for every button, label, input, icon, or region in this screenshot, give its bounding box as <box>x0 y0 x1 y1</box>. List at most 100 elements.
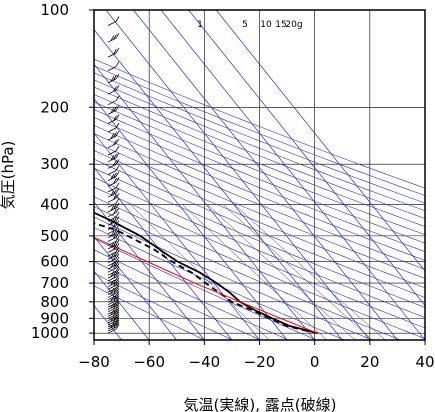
wind-barb <box>107 282 120 293</box>
x-axis-ticks: −80 −60 −40 −20 0 20 40 <box>78 340 435 371</box>
wind-barb <box>107 297 120 308</box>
dry-adiabat-line <box>94 94 425 227</box>
isotherm-line <box>188 10 425 307</box>
isotherm-line <box>94 167 233 340</box>
wind-barb <box>107 177 120 187</box>
wind-barb <box>107 16 120 26</box>
mixing-ratio-label: 10 <box>260 20 272 30</box>
y-tick-label: 300 <box>40 155 69 173</box>
wind-barb <box>107 246 120 257</box>
wind-barb <box>107 285 120 296</box>
wind-barb <box>107 232 120 242</box>
wind-barb <box>107 193 120 203</box>
wind-barb <box>107 138 120 149</box>
wind-barb <box>107 152 120 163</box>
temperature-profile-line <box>94 211 318 335</box>
wind-barb <box>107 207 120 218</box>
dry-adiabat-line <box>94 86 425 219</box>
dry-adiabat-line <box>94 177 425 318</box>
y-tick-label: 400 <box>40 196 69 214</box>
wind-barb <box>107 268 120 279</box>
dry-adiabat-line <box>94 158 425 298</box>
dry-adiabat-line <box>94 216 373 340</box>
wind-barb <box>107 187 120 198</box>
x-tick-label: 40 <box>415 353 434 371</box>
wind-barb <box>107 73 120 84</box>
x-tick-label: −80 <box>78 353 110 371</box>
wind-barb <box>107 216 120 226</box>
wind-barb <box>107 95 120 106</box>
wind-barb <box>107 256 120 267</box>
wind-barb <box>107 220 120 230</box>
dry-adiabat-line <box>94 186 425 329</box>
mixing-ratio-label: 15 <box>275 20 286 30</box>
wind-barb <box>107 228 120 239</box>
wind-barb <box>107 311 120 322</box>
y-tick-label: 500 <box>40 227 69 245</box>
wind-barb <box>107 114 120 124</box>
isotherm-line <box>94 63 315 340</box>
wind-barb <box>107 130 120 141</box>
parcel-profile-line <box>94 236 318 334</box>
dry-adiabat-line <box>94 109 425 244</box>
wind-barb <box>107 84 120 95</box>
wind-barb <box>107 105 120 115</box>
isotherm-line <box>133 10 398 340</box>
wind-barb <box>107 323 120 334</box>
dry-adiabat-line <box>94 117 425 252</box>
wind-barb <box>107 271 120 282</box>
y-tick-label: 900 <box>40 309 69 327</box>
wind-barb <box>107 274 120 285</box>
wind-barb <box>107 171 120 181</box>
mixing-ratio-line <box>234 204 386 340</box>
dry-adiabat-line <box>94 273 233 340</box>
isotherm-line <box>94 29 343 340</box>
mixing-ratio-line <box>207 204 356 340</box>
dry-adiabat-line <box>94 72 425 204</box>
isotherm-line <box>94 236 178 340</box>
x-tick-label: 0 <box>310 353 320 371</box>
y-tick-label: 1000 <box>31 324 69 342</box>
wind-barb <box>107 211 120 222</box>
wind-barb-column <box>107 16 120 334</box>
dry-adiabat-line <box>94 167 425 308</box>
wind-barb <box>107 317 120 328</box>
mixing-ratio-line <box>130 204 270 340</box>
dry-adiabat-line <box>94 285 205 340</box>
x-axis-title: 気温(実線), 露点(破線) <box>184 396 337 412</box>
wind-barb <box>107 122 120 133</box>
dry-adiabat-line <box>94 206 401 340</box>
wind-barb <box>107 243 120 253</box>
mixing-ratio-line <box>182 204 327 340</box>
wind-barb <box>107 290 120 301</box>
mixing-ratio-label: 1 <box>197 20 203 30</box>
mixing-ratio-line <box>223 204 373 340</box>
wind-barb <box>107 319 120 330</box>
isotherm-line <box>94 132 260 340</box>
dry-adiabat-line <box>94 58 425 189</box>
wind-barb <box>107 307 120 317</box>
wind-barb <box>107 265 120 276</box>
isotherm-line <box>105 10 371 340</box>
dewpoint-profile-line <box>94 222 318 335</box>
wind-barb <box>107 300 120 310</box>
wind-barb <box>107 293 120 303</box>
dry-adiabat-line <box>94 150 425 289</box>
dry-adiabat-line <box>94 238 317 340</box>
y-tick-label: 700 <box>40 274 69 292</box>
x-tick-label: −60 <box>133 353 165 371</box>
wind-barb <box>107 165 120 175</box>
dry-adiabat-line <box>94 261 261 340</box>
dry-adiabat-line <box>94 79 425 212</box>
y-tick-label: 100 <box>40 1 69 19</box>
y-tick-label: 800 <box>40 293 69 311</box>
wind-barb <box>107 202 120 213</box>
x-tick-label: −40 <box>189 353 221 371</box>
wind-barb <box>107 259 120 270</box>
wind-barb <box>107 224 120 235</box>
x-tick-label: −20 <box>244 353 276 371</box>
dry-adiabat-line <box>94 101 425 236</box>
dry-adiabat-line <box>94 141 425 279</box>
